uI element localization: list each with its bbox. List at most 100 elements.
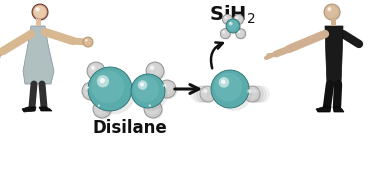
Circle shape: [34, 6, 49, 21]
Circle shape: [140, 83, 144, 87]
Circle shape: [327, 7, 332, 12]
Circle shape: [91, 65, 96, 70]
Polygon shape: [333, 107, 344, 112]
Circle shape: [87, 87, 89, 89]
Circle shape: [238, 31, 241, 33]
Circle shape: [198, 87, 210, 99]
Circle shape: [254, 90, 256, 92]
Circle shape: [85, 39, 88, 42]
Circle shape: [223, 14, 232, 24]
Circle shape: [146, 62, 164, 80]
Polygon shape: [23, 26, 54, 84]
Circle shape: [201, 90, 203, 92]
Circle shape: [93, 100, 111, 118]
Circle shape: [221, 29, 228, 37]
Circle shape: [151, 67, 153, 69]
Circle shape: [224, 16, 227, 19]
Circle shape: [97, 75, 109, 88]
Circle shape: [200, 86, 216, 102]
Circle shape: [33, 5, 45, 17]
Circle shape: [223, 31, 224, 32]
Circle shape: [223, 15, 231, 23]
Circle shape: [145, 101, 159, 115]
Circle shape: [194, 89, 199, 93]
Polygon shape: [316, 107, 331, 112]
Polygon shape: [22, 107, 36, 112]
Bar: [36, 18, 41, 26]
Circle shape: [229, 22, 233, 26]
Circle shape: [35, 7, 40, 12]
Circle shape: [202, 88, 217, 103]
Circle shape: [214, 73, 242, 101]
Circle shape: [94, 101, 108, 115]
Circle shape: [135, 78, 168, 111]
Circle shape: [221, 30, 231, 40]
Circle shape: [226, 19, 240, 33]
Circle shape: [224, 16, 233, 25]
Text: SiH$_2$: SiH$_2$: [209, 4, 255, 26]
Circle shape: [162, 83, 167, 88]
Circle shape: [37, 9, 38, 10]
Circle shape: [328, 8, 330, 10]
Circle shape: [238, 31, 239, 32]
Circle shape: [204, 90, 206, 92]
Circle shape: [324, 4, 340, 20]
Circle shape: [234, 14, 244, 24]
Circle shape: [160, 82, 177, 99]
Circle shape: [86, 85, 91, 90]
Circle shape: [211, 70, 249, 108]
Circle shape: [163, 84, 165, 87]
Circle shape: [147, 63, 161, 77]
Circle shape: [227, 20, 238, 31]
Circle shape: [83, 83, 97, 97]
Circle shape: [0, 52, 1, 62]
Circle shape: [245, 87, 257, 99]
Circle shape: [149, 65, 155, 70]
Circle shape: [134, 77, 159, 102]
Circle shape: [230, 22, 231, 24]
Text: Disilane: Disilane: [93, 119, 168, 137]
Polygon shape: [325, 26, 343, 84]
Circle shape: [325, 5, 337, 17]
Circle shape: [84, 38, 94, 48]
Circle shape: [253, 89, 258, 93]
Circle shape: [236, 29, 246, 39]
Circle shape: [236, 17, 237, 18]
Circle shape: [36, 8, 40, 12]
Circle shape: [222, 31, 225, 33]
Circle shape: [191, 86, 207, 102]
Circle shape: [146, 102, 163, 119]
Circle shape: [197, 89, 202, 93]
Circle shape: [235, 16, 244, 25]
Circle shape: [148, 64, 165, 81]
Polygon shape: [39, 107, 52, 111]
Circle shape: [82, 82, 100, 100]
Circle shape: [220, 29, 230, 39]
Circle shape: [326, 6, 341, 21]
Circle shape: [195, 87, 207, 99]
Circle shape: [237, 30, 246, 40]
Circle shape: [84, 84, 101, 101]
Circle shape: [256, 89, 261, 93]
Circle shape: [235, 16, 238, 19]
Circle shape: [86, 40, 87, 41]
Circle shape: [34, 6, 45, 17]
Circle shape: [198, 90, 200, 92]
Circle shape: [248, 90, 250, 92]
Circle shape: [251, 87, 263, 99]
Circle shape: [194, 86, 210, 102]
Circle shape: [84, 38, 91, 45]
Circle shape: [92, 67, 94, 69]
Circle shape: [100, 78, 105, 83]
Circle shape: [216, 75, 252, 111]
Circle shape: [93, 73, 135, 114]
Circle shape: [89, 64, 106, 81]
Circle shape: [251, 90, 253, 92]
Circle shape: [83, 37, 93, 47]
Circle shape: [234, 15, 242, 23]
Circle shape: [250, 89, 255, 93]
Circle shape: [98, 105, 100, 107]
Circle shape: [225, 17, 226, 18]
Circle shape: [257, 90, 259, 92]
Circle shape: [131, 74, 165, 108]
